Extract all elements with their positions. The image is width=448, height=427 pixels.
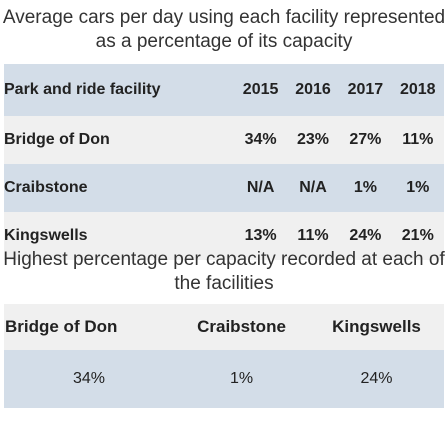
summary-facility: Bridge of Don bbox=[4, 304, 175, 350]
facility-name: Kingswells bbox=[4, 227, 88, 244]
table-row: Craibstone N/A N/A 1% 1% bbox=[4, 164, 444, 212]
header-2017: 2017 bbox=[347, 81, 384, 98]
header-2018: 2018 bbox=[399, 81, 436, 98]
header-facility: Park and ride facility bbox=[4, 81, 161, 98]
table-cell: 11% bbox=[297, 227, 329, 244]
summary-value: 34% bbox=[4, 350, 175, 408]
table-row: Kingswells 13% 11% 24% 21% bbox=[4, 212, 444, 260]
header-2015: 2015 bbox=[242, 81, 279, 98]
summary-facility: Craibstone bbox=[174, 304, 309, 350]
table-cell: 23% bbox=[296, 131, 329, 148]
table-cell: N/A bbox=[246, 179, 275, 196]
table-cell: 11% bbox=[402, 131, 434, 148]
header-2016: 2016 bbox=[295, 81, 331, 98]
summary-facility: Kingswells bbox=[308, 304, 444, 350]
chart-title: Average cars per day using each facility… bbox=[2, 7, 446, 52]
table-cell: 13% bbox=[244, 227, 277, 244]
summary-header-row: Bridge of Don Craibstone Kingswells bbox=[4, 304, 444, 350]
table-cell: 27% bbox=[349, 131, 382, 148]
table-header-row: Park and ride facility 2015 2016 2017 20… bbox=[4, 64, 444, 116]
facility-name: Bridge of Don bbox=[4, 131, 110, 148]
summary-value-row: 34% 1% 24% bbox=[4, 350, 444, 408]
summary-value: 1% bbox=[174, 350, 309, 408]
table-cell: 24% bbox=[349, 227, 382, 244]
facility-name: Craibstone bbox=[4, 179, 88, 196]
table-cell: N/A bbox=[299, 179, 327, 196]
summary-title: Highest percentage per capacity recorded… bbox=[3, 249, 445, 294]
table-cell: 1% bbox=[353, 179, 377, 196]
table-cell: 1% bbox=[406, 179, 430, 196]
table-row: Bridge of Don 34% 23% 27% 11% bbox=[4, 116, 444, 164]
table-cell: 34% bbox=[244, 131, 277, 148]
summary-value: 24% bbox=[308, 350, 444, 408]
summary-table: Bridge of Don Craibstone Kingswells 34% … bbox=[4, 304, 444, 408]
yearly-table: Park and ride facility 2015 2016 2017 20… bbox=[4, 64, 444, 260]
table-cell: 21% bbox=[401, 227, 434, 244]
